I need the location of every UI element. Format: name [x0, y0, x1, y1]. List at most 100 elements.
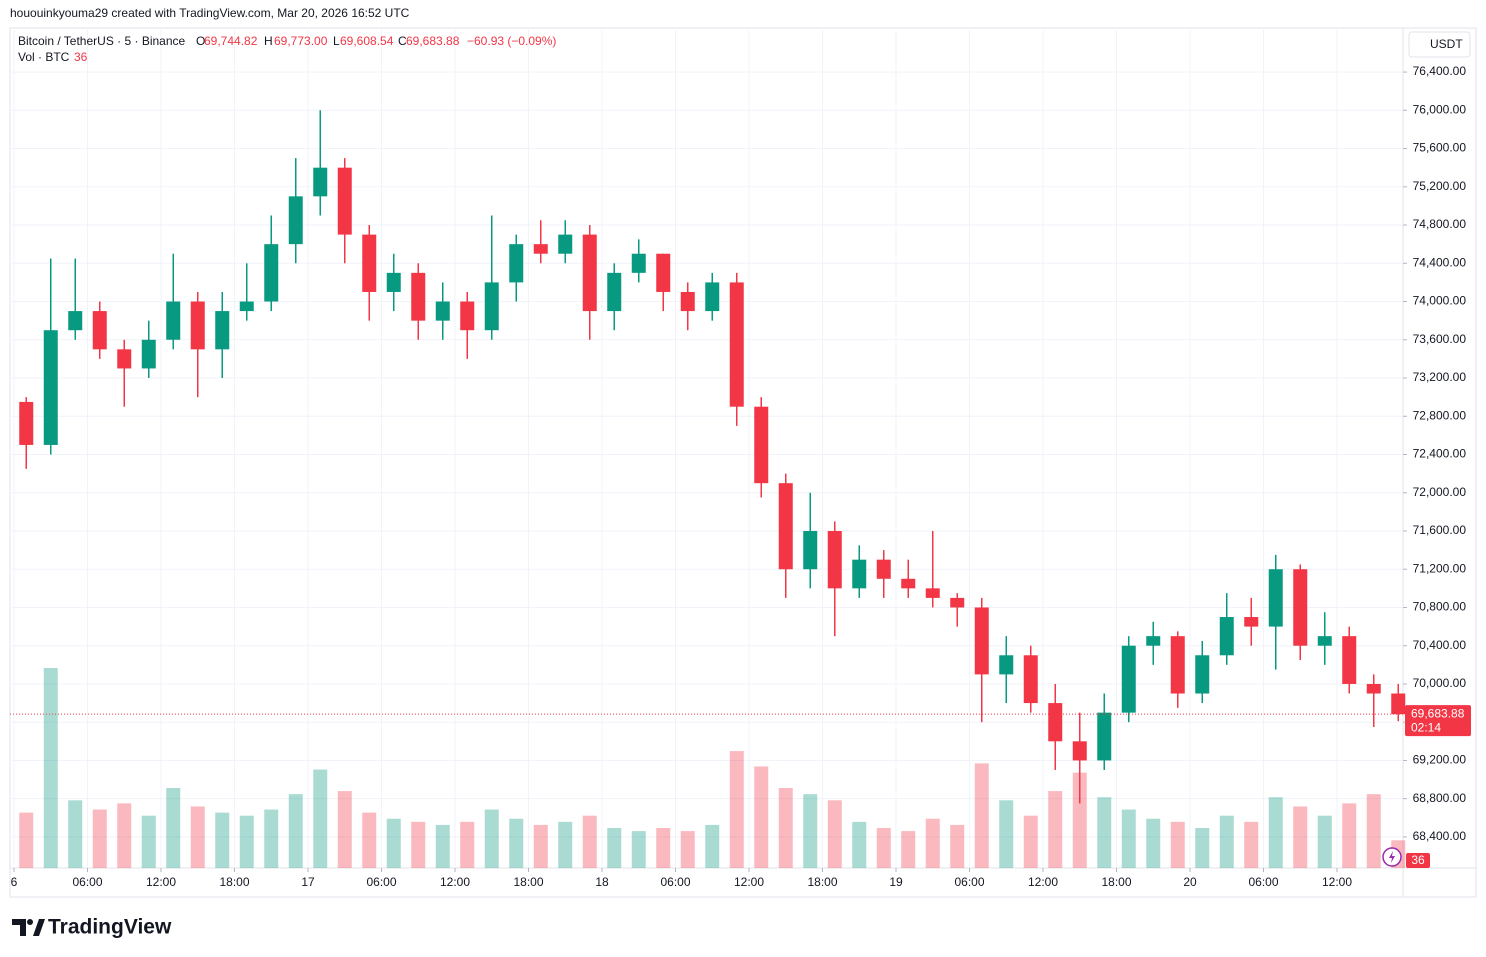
candle-body [1072, 741, 1087, 761]
volume-bar [215, 812, 230, 868]
x-tick-label: 18:00 [513, 875, 543, 889]
y-tick-label: 72,800.00 [1413, 408, 1467, 422]
volume-value: 36 [74, 50, 88, 64]
candle-body [1342, 636, 1357, 684]
candle-body [337, 167, 352, 235]
volume-bar [509, 818, 524, 868]
volume-bar [1023, 815, 1038, 868]
volume-bar [288, 794, 303, 868]
x-tick-label: 06:00 [660, 875, 690, 889]
x-tick-label: 12:00 [440, 875, 470, 889]
candle-body [558, 234, 573, 254]
candle-layer [19, 110, 1406, 804]
volume-bar [337, 791, 352, 868]
volume-bar [680, 831, 695, 868]
candle-body [92, 311, 107, 350]
countdown: 02:14 [1411, 720, 1441, 734]
candle-body [141, 339, 156, 369]
ohlc-value: 69,744.82 [204, 34, 258, 48]
logo-icon [12, 919, 45, 936]
y-tick-label: 76,400.00 [1413, 64, 1467, 78]
candle-body [680, 291, 695, 312]
volume-badge [1406, 853, 1430, 868]
y-tick-label: 73,600.00 [1413, 332, 1467, 346]
candle-body [68, 311, 83, 331]
ohlc-value: 69,773.00 [274, 34, 328, 48]
candle-body [533, 244, 548, 254]
volume-bar [1048, 791, 1063, 868]
x-tick-label: 12:00 [1028, 875, 1058, 889]
volume-bar [1072, 772, 1087, 868]
volume-bar [901, 831, 916, 868]
candle-body [974, 607, 989, 675]
candle-body [901, 578, 916, 589]
volume-bar [999, 800, 1014, 868]
candle-body [729, 282, 744, 407]
candle-body [925, 588, 940, 598]
candle-body [460, 301, 475, 331]
candle-body [607, 272, 622, 312]
volume-bar [582, 815, 597, 868]
x-tick-label: 20 [1183, 875, 1197, 889]
candle-body [43, 330, 58, 445]
currency-button[interactable] [1408, 31, 1471, 58]
ohlc-key: O [196, 34, 205, 48]
candle-body [509, 244, 524, 283]
volume-bar [166, 788, 181, 868]
change: −60.93 (−0.09%) [467, 34, 556, 48]
candle-body [313, 167, 328, 197]
candle-body [190, 301, 205, 350]
last-price-badge [1405, 705, 1471, 737]
ohlc-key: H [264, 34, 273, 48]
candle-body [1097, 712, 1112, 761]
grid [10, 30, 1403, 868]
candle-body [1023, 655, 1038, 704]
y-tick-label: 72,400.00 [1413, 447, 1467, 461]
candle-body [1244, 617, 1259, 627]
volume-bar [141, 815, 156, 868]
volume-bar [313, 769, 328, 868]
volume-bar [19, 812, 34, 868]
x-tick-label: 06:00 [954, 875, 984, 889]
volume-bar [631, 831, 646, 868]
alert-bolt [1389, 851, 1395, 863]
volume-bar [852, 821, 867, 868]
y-tick-label: 70,000.00 [1413, 676, 1467, 690]
candle-body [386, 272, 401, 292]
currency[interactable]: USDT [1430, 37, 1463, 51]
y-tick-label: 74,000.00 [1413, 294, 1467, 308]
candle-body [1146, 636, 1161, 646]
candle-body [999, 655, 1014, 675]
volume-bar [974, 763, 989, 868]
volume-bar [705, 824, 720, 868]
candle-body [582, 234, 597, 312]
volume-bar [656, 828, 671, 868]
volume-name: Vol · BTC [18, 50, 70, 64]
volume-bar [558, 821, 573, 868]
x-tick-label: 12:00 [146, 875, 176, 889]
ohlc-value: 69,683.88 [406, 34, 460, 48]
candle-body [435, 301, 450, 321]
candle-body [1391, 693, 1406, 715]
y-tick-label: 74,400.00 [1413, 255, 1467, 269]
candle-body [19, 401, 34, 445]
candle-body [484, 282, 499, 331]
last-price-label: 69,683.88 [1411, 706, 1465, 720]
y-tick-label: 69,200.00 [1413, 753, 1467, 767]
candle-body [411, 272, 426, 321]
x-tick-label: 17 [301, 875, 315, 889]
volume-bar [484, 809, 499, 868]
candle-body [656, 253, 671, 292]
ohlc-key: C [398, 34, 407, 48]
candle-body [288, 196, 303, 245]
volume-bar [950, 824, 965, 868]
candle-body [778, 483, 793, 570]
volume-bar [460, 821, 475, 868]
volume-bar [1293, 806, 1308, 868]
candle-body [362, 234, 377, 292]
candle-body [852, 559, 867, 589]
y-tick-label: 71,600.00 [1413, 523, 1467, 537]
ohlc-value: 69,608.54 [340, 34, 394, 48]
volume-bar [778, 788, 793, 868]
